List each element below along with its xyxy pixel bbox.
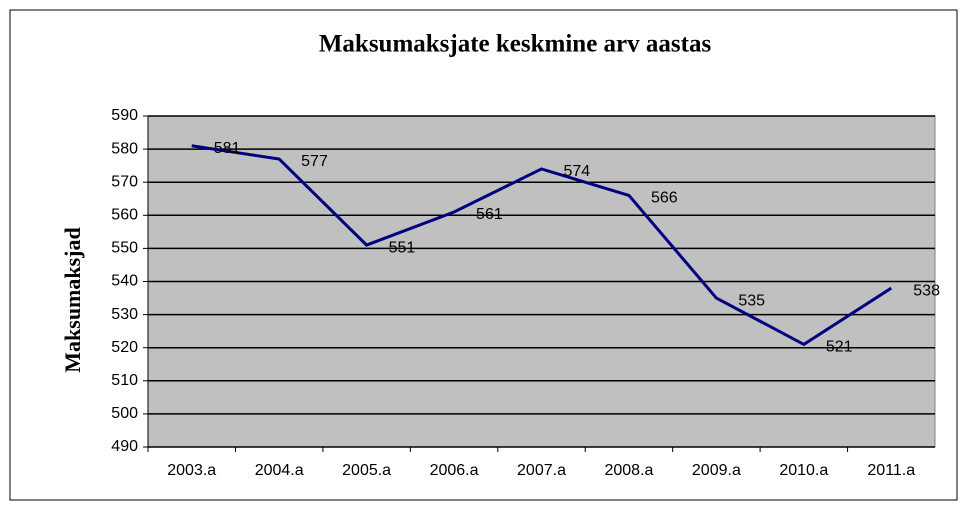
data-label: 538 <box>913 282 940 299</box>
y-tick-label: 560 <box>111 207 138 224</box>
line-series <box>191 144 893 347</box>
x-tick-label: 2005.a <box>342 462 391 479</box>
y-tick-label: 540 <box>111 273 138 290</box>
x-tick-label: 2011.a <box>867 462 915 479</box>
data-label: 574 <box>564 163 591 180</box>
y-tick-label: 580 <box>111 140 138 157</box>
x-tick-label: 2007.a <box>517 462 566 479</box>
y-tick-label: 500 <box>111 405 138 422</box>
x-tick-label: 2009.a <box>692 462 741 479</box>
x-tick-label: 2008.a <box>604 462 653 479</box>
y-tick-label: 570 <box>111 173 138 190</box>
data-label: 566 <box>651 190 678 207</box>
x-tick-label: 2004.a <box>255 462 304 479</box>
chart-title: Maksumaksjate keskmine arv aastas <box>319 31 712 58</box>
x-tick-label: 2006.a <box>430 462 479 479</box>
y-tick-label: 520 <box>111 339 138 356</box>
y-tick-label: 530 <box>111 306 138 323</box>
data-label: 535 <box>738 292 765 309</box>
data-label: 561 <box>476 206 503 223</box>
x-tick-label: 2010.a <box>779 462 828 479</box>
x-tick-label: 2003.a <box>167 462 216 479</box>
y-tick-label: 590 <box>111 107 138 124</box>
y-tick-label: 510 <box>111 372 138 389</box>
y-tick-label: 490 <box>111 438 138 455</box>
y-axis-label: Maksumaksjad <box>60 227 85 372</box>
y-tick-label: 550 <box>111 240 138 257</box>
data-label: 581 <box>214 140 241 157</box>
data-label: 521 <box>826 339 853 356</box>
data-label: 551 <box>389 239 416 256</box>
data-label: 577 <box>301 153 328 170</box>
